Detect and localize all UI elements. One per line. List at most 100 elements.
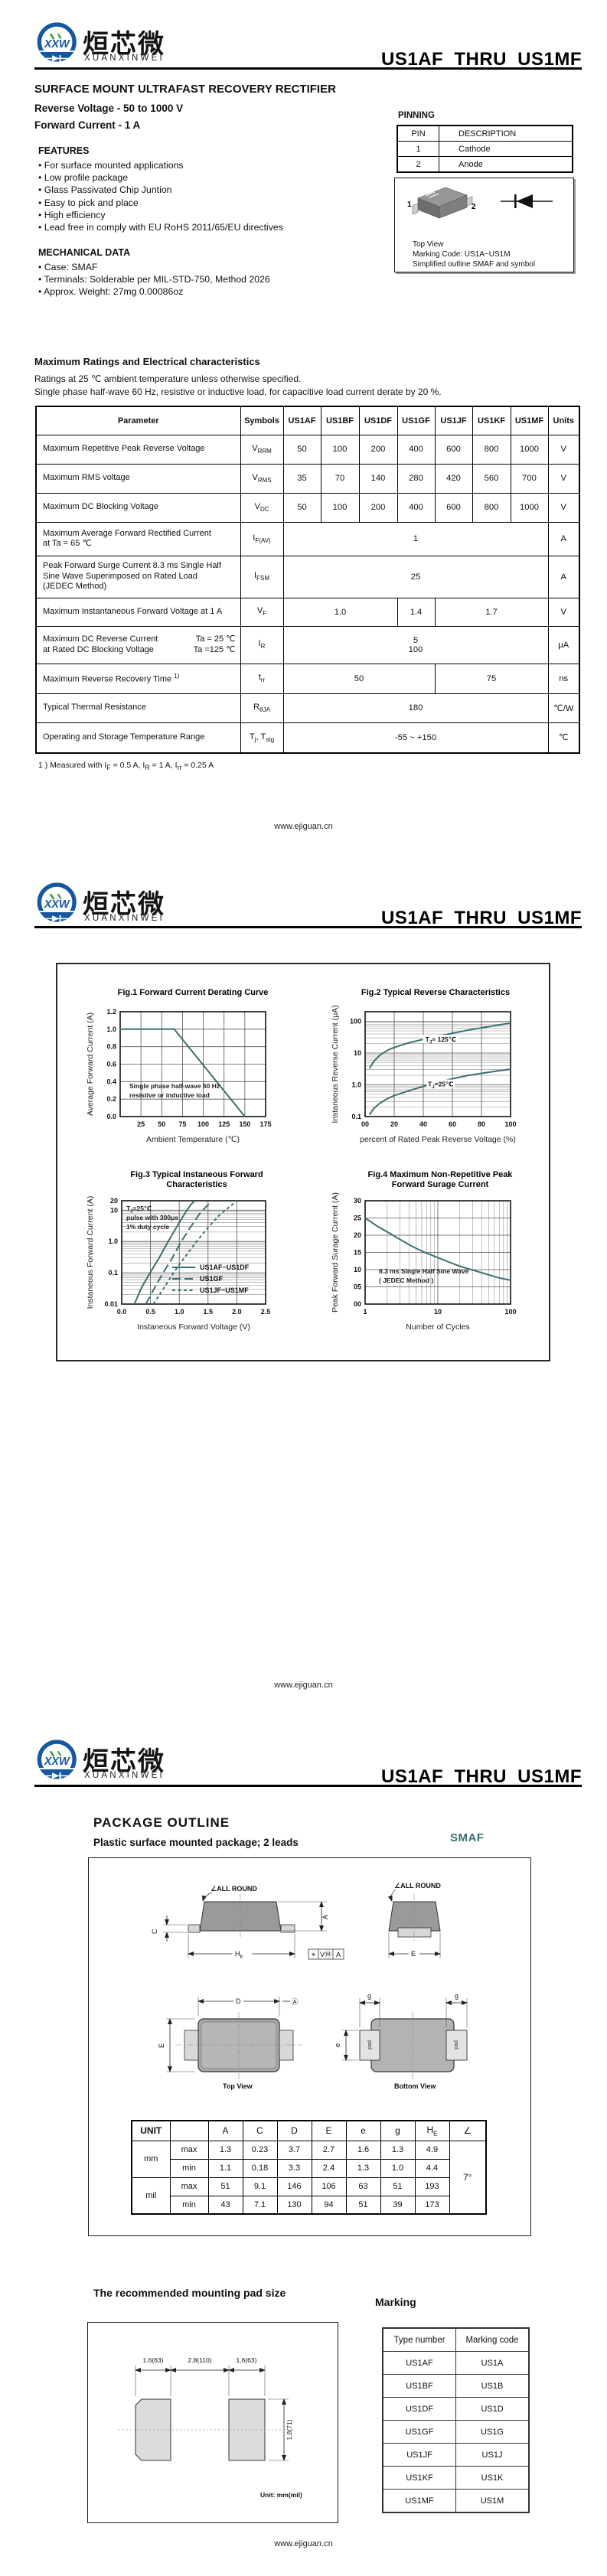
unit-cell: V — [547, 597, 580, 627]
page-title: US1AF THRU US1MF — [380, 908, 582, 928]
pin2-label: 2 — [472, 203, 476, 211]
list-item: Low profile package — [38, 171, 283, 184]
svg-text:0.0: 0.0 — [106, 1113, 116, 1120]
svg-text:0.6: 0.6 — [106, 1061, 116, 1068]
svg-text:0.4: 0.4 — [106, 1078, 116, 1085]
value-cell: 100 — [320, 492, 360, 523]
svg-text:Single phase half-wave 60 Hz: Single phase half-wave 60 Hz — [129, 1082, 220, 1090]
parameter-cell: Maximum Repetitive Peak Reverse Voltage — [35, 434, 241, 465]
value-cell: 600 — [434, 434, 473, 465]
reverse-voltage-line: Reverse Voltage - 50 to 1000 V — [34, 103, 184, 114]
unit-cell: ℃/W — [547, 693, 580, 723]
svg-text:pulse with 300μs: pulse with 300μs — [126, 1214, 178, 1221]
dim-he-label: HE​ — [235, 1950, 243, 1960]
svg-text:Fig.1 Forward Current Deratin: Fig.1 Forward Current Derating Curve — [118, 988, 269, 997]
ratings-row: Maximum Repetitive Peak Reverse Voltage V… — [35, 434, 580, 465]
caption-outline-note: Simplified outline SMAF and symbol — [413, 260, 536, 269]
pinning-row: 2 Anode — [397, 156, 573, 173]
diode-symbol-icon — [501, 194, 553, 208]
value-cell: 280 — [397, 463, 436, 494]
dim-row: min 1.1 0.18 3.3 2.4 1.3 1.0 4.4 — [132, 2158, 486, 2178]
characteristics-charts-panel: Fig.1 Forward Current Derating Curve 25 50… — [56, 963, 550, 1361]
ratings-row: Maximum Reverse Recovery Time 1) trr 50 75 n… — [35, 663, 580, 694]
dim-row: min 43 7.1 130 94 51 39 173 — [132, 2195, 486, 2215]
series-derating — [120, 1028, 246, 1117]
value-cell: 25 — [282, 555, 549, 598]
ratings-row: Maximum RMS voltage VRMS 35 70 140 280 420 560 7… — [35, 463, 580, 494]
mechanical-heading: MECHANICAL DATA — [38, 247, 131, 258]
series-surge — [364, 1217, 511, 1281]
package-subheading: Plastic surface mounted package; 2 leads — [93, 1837, 299, 1848]
svg-text:150: 150 — [239, 1120, 250, 1128]
value-cell: 1000 — [510, 492, 549, 523]
list-item: Glass Passivated Chip Juntion — [38, 184, 283, 196]
svg-text:50: 50 — [158, 1120, 165, 1128]
ratings-row: Typical Thermal Resistance RθJA 180 ℃/W — [35, 693, 580, 723]
dim-c-label: C — [151, 1929, 158, 1934]
footer-url-page1: www.ejiguan.cn — [274, 822, 333, 831]
svg-text:A: A — [336, 1951, 341, 1958]
mounting-pad-drawing: .dim2{stroke:#222;stroke-width:.8;} .ext… — [119, 2356, 302, 2499]
marking-row: US1DF US1D — [382, 2397, 530, 2421]
symbol-cell: RθJA — [240, 693, 284, 723]
svg-text:60: 60 — [449, 1120, 456, 1128]
value-cell: 140 — [358, 463, 398, 494]
series-US1JF~US1MF — [152, 1200, 238, 1305]
svg-text:1.5: 1.5 — [204, 1308, 214, 1316]
symbol-cell: Tj, Tstg — [240, 722, 284, 754]
svg-text:100: 100 — [197, 1120, 209, 1128]
package-outline-heading: PACKAGE OUTLINE — [93, 1815, 230, 1830]
unit-cell: μA — [547, 625, 580, 664]
value-cell: 200 — [358, 434, 398, 465]
svg-text:0.5: 0.5 — [145, 1308, 155, 1316]
symbol-cell: trr — [240, 663, 284, 694]
dim-a-label: A — [321, 1915, 329, 1919]
svg-text:TJ​=25℃: TJ​=25℃ — [428, 1081, 453, 1091]
svg-text:2.0: 2.0 — [232, 1308, 242, 1316]
brand-logo: XXW 烜芯微 XUANXINWEI — [35, 877, 211, 937]
value-cell: 50 — [282, 434, 321, 465]
symbol-cell: IF(AV) — [240, 521, 284, 556]
features-list: For surface mounted applicationsLow prof… — [38, 159, 283, 233]
dim-d-label: D — [236, 1997, 241, 2005]
list-item: Terminals: Solderable per MIL-STD-750, M… — [38, 273, 270, 285]
svg-text:Fig.3 Typical Instaneous Forw: Fig.3 Typical Instaneous Forward — [130, 1170, 263, 1179]
svg-text:1.2: 1.2 — [106, 1008, 116, 1016]
symbol-cell: VF — [240, 597, 284, 627]
value-cell: 50 — [282, 492, 321, 523]
unit-cell: ns — [547, 663, 580, 694]
list-item: High efficiency — [38, 209, 283, 221]
unit-cell: V — [547, 492, 580, 523]
svg-text:Ambient Temperature (℃): Ambient Temperature (℃) — [146, 1135, 240, 1144]
parameter-cell: Typical Thermal Resistance — [35, 693, 241, 723]
series-Tj=125C — [368, 1022, 511, 1069]
value-cell: -55 ~ +150 — [282, 722, 549, 754]
mounting-pad-heading: The recommended mounting pad size — [93, 2287, 286, 2299]
value-cell: 70 — [320, 463, 360, 494]
value-cell: 1.0 — [282, 597, 398, 627]
parameter-cell: Maximum Reverse Recovery Time 1) — [35, 663, 241, 694]
svg-text:( JEDEC Method ): ( JEDEC Method ) — [379, 1277, 433, 1284]
series-US1AF~US1DF — [133, 1200, 196, 1305]
svg-text:05: 05 — [354, 1283, 361, 1291]
svg-text:TJ​=25℃: TJ​=25℃ — [126, 1205, 152, 1215]
package-dimension-drawing: .dim{stroke:#222;stroke-width:.8;} .ext{… — [151, 1882, 468, 2090]
value-cell: 1.7 — [434, 597, 549, 627]
ratings-row: Maximum Average Forward Rectified Curren… — [35, 521, 580, 556]
svg-text:1.0: 1.0 — [351, 1081, 361, 1088]
footer-url-page3: www.ejiguan.cn — [274, 2539, 333, 2548]
svg-text:40: 40 — [419, 1120, 427, 1128]
svg-text:0.8: 0.8 — [106, 1043, 116, 1051]
dim-e-label: E — [411, 1950, 416, 1958]
package-3d-icon: 1 2 — [407, 187, 553, 219]
parameter-cell: Maximum RMS voltage — [35, 463, 241, 494]
svg-text:Average Forward Current (A): Average Forward Current (A) — [86, 1012, 95, 1116]
marking-heading: Marking — [375, 2296, 416, 2308]
svg-text:US1GF: US1GF — [200, 1275, 224, 1283]
marking-row: US1GF US1G — [382, 2420, 530, 2444]
svg-text:Instaneous Forward Current (A): Instaneous Forward Current (A) — [86, 1196, 95, 1309]
brand-name-cjk: 烜芯微 — [83, 30, 165, 59]
parameter-cell: Operating and Storage Temperature Range — [35, 722, 241, 754]
pin1-label: 1 — [407, 201, 412, 209]
svg-text:Forward Surage Current: Forward Surage Current — [392, 1180, 489, 1189]
